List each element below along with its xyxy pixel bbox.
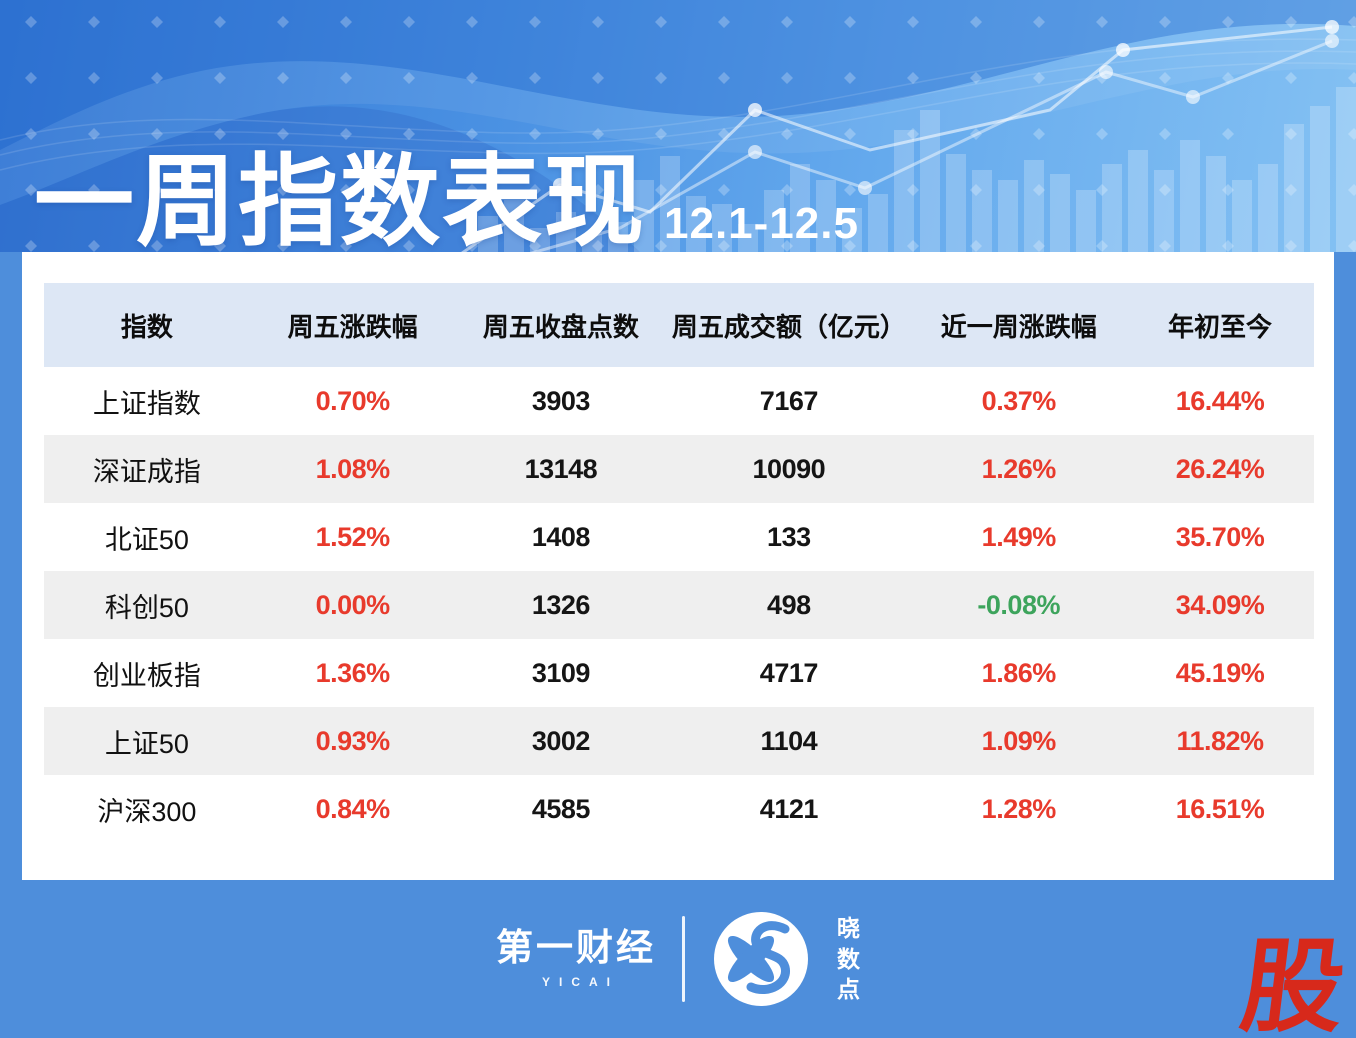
friday-change: 1.08%	[315, 453, 391, 484]
brand-logos: 第一财经 YICAI 晓 数 点	[0, 880, 1356, 1038]
table-row: 创业板指 1.36% 3109 4717 1.86% 45.19%	[44, 639, 1314, 707]
week-change: -0.08%	[977, 589, 1060, 620]
friday-close: 13148	[524, 453, 598, 484]
dot-grid	[0, 0, 1356, 252]
stock-stamp: 股	[1235, 930, 1351, 1038]
ytd-change: 26.24%	[1175, 453, 1265, 484]
week-change: 1.86%	[981, 657, 1057, 688]
friday-close: 1408	[531, 521, 591, 552]
date-range: 12.1-12.5	[664, 199, 859, 248]
table-row: 北证50 1.52% 1408 133 1.49% 35.70%	[44, 503, 1314, 571]
friday-change: 0.00%	[315, 589, 391, 620]
page-title: 一周指数表现	[34, 146, 646, 258]
friday-turnover: 4121	[759, 793, 819, 824]
week-change: 1.09%	[981, 725, 1057, 756]
friday-turnover: 133	[767, 521, 811, 552]
index-name: 上证指数	[92, 388, 201, 419]
col-header-ytd: 年初至今	[1126, 283, 1314, 367]
friday-turnover: 1104	[760, 725, 818, 756]
friday-close: 3109	[531, 657, 591, 688]
table-row: 上证指数 0.70% 3903 7167 0.37% 16.44%	[44, 367, 1314, 435]
table-row: 沪深300 0.84% 4585 4121 1.28% 16.51%	[44, 775, 1314, 843]
ytd-change: 16.44%	[1175, 385, 1265, 416]
table-card: 指数 周五涨跌幅 周五收盘点数 周五成交额（亿元） 近一周涨跌幅 年初至今 上证…	[22, 252, 1334, 880]
friday-turnover: 4717	[759, 657, 819, 688]
index-name: 沪深300	[97, 796, 197, 827]
friday-change: 1.36%	[315, 657, 391, 688]
xiaoshudian-logo-text: 晓 数 点	[837, 915, 860, 1002]
table-header-row: 指数 周五涨跌幅 周五收盘点数 周五成交额（亿元） 近一周涨跌幅 年初至今	[44, 283, 1314, 367]
friday-change: 0.70%	[315, 385, 391, 416]
yicai-logo: 第一财经 YICAI	[496, 929, 656, 989]
line-chart-graphic	[461, 20, 1339, 252]
xiaoshudian-char: 点	[837, 976, 860, 1003]
friday-close: 3002	[531, 725, 591, 756]
col-header-friday-change: 周五涨跌幅	[249, 283, 456, 367]
header-banner: 一周指数表现 12.1-12.5	[0, 0, 1356, 252]
index-name: 上证50	[104, 728, 189, 759]
friday-change: 1.52%	[315, 521, 391, 552]
friday-turnover: 498	[767, 589, 811, 620]
col-header-week-change: 近一周涨跌幅	[911, 283, 1127, 367]
index-name: 深证成指	[92, 456, 201, 487]
bar-chart-graphic	[478, 87, 1356, 252]
index-name: 创业板指	[92, 660, 201, 691]
friday-close: 3903	[531, 385, 591, 416]
logo-divider	[682, 916, 685, 1002]
friday-close: 1326	[531, 589, 591, 620]
week-change: 1.28%	[981, 793, 1057, 824]
index-table: 指数 周五涨跌幅 周五收盘点数 周五成交额（亿元） 近一周涨跌幅 年初至今 上证…	[44, 283, 1314, 843]
xiaoshudian-char: 数	[837, 945, 860, 972]
ytd-change: 16.51%	[1175, 793, 1265, 824]
index-name: 科创50	[104, 592, 189, 623]
week-change: 1.49%	[981, 521, 1057, 552]
week-change: 1.26%	[981, 453, 1057, 484]
table-row: 深证成指 1.08% 13148 10090 1.26% 26.24%	[44, 435, 1314, 503]
index-name: 北证50	[104, 524, 189, 555]
xiaoshudian-logo-icon	[714, 912, 808, 1006]
xiaoshudian-char: 晓	[837, 915, 860, 942]
col-header-friday-close: 周五收盘点数	[455, 283, 667, 367]
ytd-change: 35.70%	[1175, 521, 1265, 552]
ytd-change: 11.82%	[1176, 725, 1264, 756]
friday-change: 0.93%	[315, 725, 391, 756]
header-background-graphic	[0, 0, 1356, 252]
yicai-logo-latin: YICAI	[541, 975, 619, 989]
table-row: 科创50 0.00% 1326 498 -0.08% 34.09%	[44, 571, 1314, 639]
week-change: 0.37%	[981, 385, 1057, 416]
friday-turnover: 7167	[759, 385, 819, 416]
footer: 第一财经 YICAI 晓 数 点 股	[0, 880, 1356, 1038]
col-header-friday-turnover: 周五成交额（亿元）	[666, 283, 912, 367]
friday-change: 0.84%	[315, 793, 391, 824]
friday-close: 4585	[531, 793, 591, 824]
friday-turnover: 10090	[752, 453, 826, 484]
yicai-logo-cn: 第一财经	[496, 927, 656, 968]
col-header-index: 指数	[44, 283, 250, 367]
ytd-change: 34.09%	[1175, 589, 1265, 620]
table-row: 上证50 0.93% 3002 1104 1.09% 11.82%	[44, 707, 1314, 775]
ytd-change: 45.19%	[1175, 657, 1265, 688]
